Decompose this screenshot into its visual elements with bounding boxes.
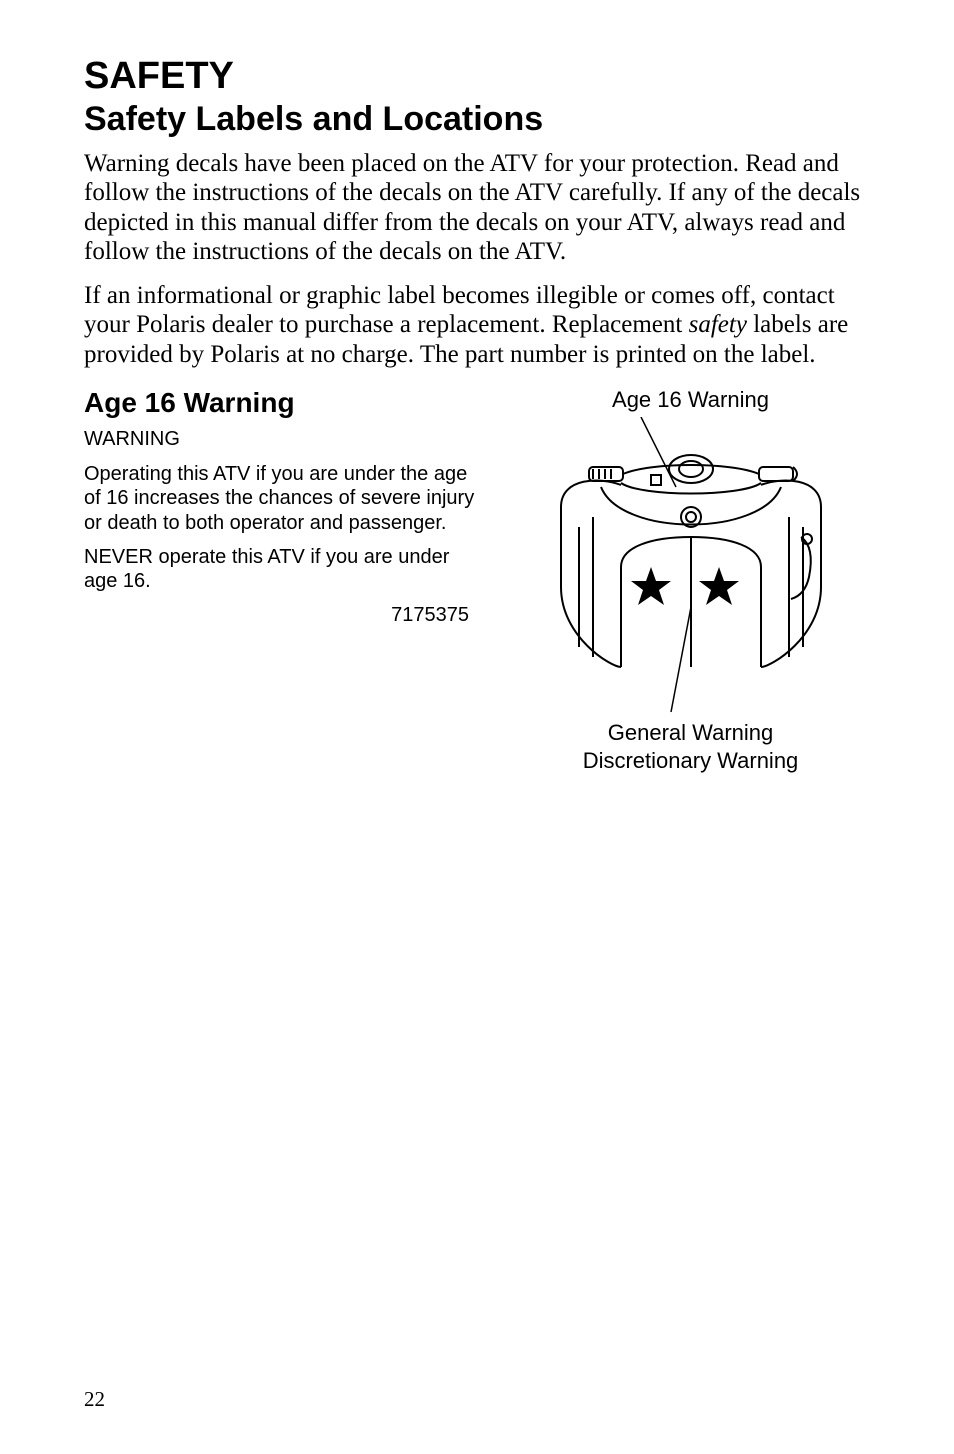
- figure-label-top: Age 16 Warning: [612, 387, 769, 413]
- age16-heading: Age 16 Warning: [84, 387, 475, 419]
- left-column: Age 16 Warning WARNING Operating this AT…: [84, 387, 475, 774]
- atv-line-drawing: [501, 417, 881, 717]
- intro-paragraph-1: Warning decals have been placed on the A…: [84, 149, 886, 267]
- figure-label-bottom: General Warning Discretionary Warning: [583, 719, 799, 774]
- warning-line-1: Operating this ATV if you are under the …: [84, 462, 475, 535]
- page-number: 22: [84, 1387, 105, 1412]
- figure-wrap: Age 16 Warning: [495, 387, 886, 774]
- section-heading-safety: SAFETY: [84, 56, 886, 98]
- warning-line-2: NEVER operate this ATV if you are under …: [84, 545, 475, 594]
- section-heading-labels: Safety Labels and Locations: [84, 100, 886, 139]
- p2-italic: safety: [689, 311, 747, 338]
- intro-paragraph-2: If an informational or graphic label bec…: [84, 281, 886, 370]
- right-column: Age 16 Warning: [495, 387, 886, 774]
- figure-label-general: General Warning: [608, 720, 773, 745]
- warning-title: WARNING: [84, 427, 475, 451]
- figure-label-discretionary: Discretionary Warning: [583, 748, 799, 773]
- part-number: 7175375: [84, 604, 475, 627]
